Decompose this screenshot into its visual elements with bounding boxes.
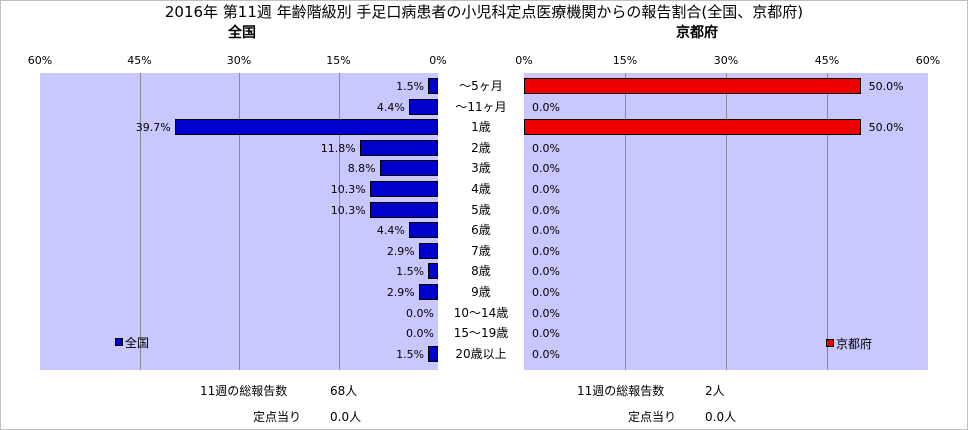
category-label: 2歳: [471, 140, 491, 155]
kyoto-data-label: 0.0%: [532, 141, 560, 155]
national-bar: [428, 345, 438, 362]
subtitle-national: 全国: [228, 25, 256, 41]
national-bar: [408, 222, 438, 239]
kyoto-data-label: 0.0%: [532, 162, 560, 176]
national-bar: [369, 181, 438, 197]
national-gridline: [338, 73, 340, 370]
kyoto-gridline: [726, 73, 727, 370]
kyoto-per-point-label: 定点当り: [628, 410, 677, 424]
kyoto-bar: [524, 78, 861, 94]
legend-national: 全国: [115, 336, 149, 350]
kyoto-data-label: 0.0%: [532, 306, 560, 320]
national-data-label: 1.5%: [396, 265, 425, 279]
category-label: 6歳: [471, 223, 491, 238]
kyoto-weekly-total-label: 11週の総報告数: [577, 384, 665, 398]
national-data-label: 2.9%: [386, 244, 415, 258]
national-bar: [428, 78, 438, 94]
national-data-label: 2.9%: [386, 286, 415, 299]
kyoto-plot-area: [524, 73, 928, 370]
kyoto-bar: [524, 119, 861, 136]
kyoto-gridline: [827, 73, 828, 370]
kyoto-x-tick-label: 45%: [814, 54, 840, 67]
kyoto-x-tick-label: 60%: [915, 54, 941, 67]
national-data-label: 1.5%: [396, 80, 425, 93]
kyoto-data-label: 0.0%: [532, 265, 560, 279]
national-data-label: 0.0%: [406, 327, 434, 341]
national-bar: [418, 284, 438, 300]
national-data-label: 10.3%: [330, 183, 366, 196]
national-weekly-total-label: 11週の総報告数: [200, 384, 288, 398]
national-x-tick-label: 45%: [127, 54, 152, 67]
kyoto-data-label: 0.0%: [532, 224, 560, 238]
national-data-label: 39.7%: [135, 121, 171, 135]
kyoto-data-label: 0.0%: [532, 100, 560, 114]
national-per-point-label: 定点当り: [253, 410, 302, 424]
category-label: 20歳以上: [455, 346, 507, 361]
national-bar: [418, 242, 438, 259]
national-bar: [359, 139, 438, 156]
national-data-label: 0.0%: [406, 306, 434, 320]
category-label: 3歳: [471, 161, 491, 176]
national-gridline: [139, 73, 141, 370]
national-data-label: 8.8%: [347, 162, 376, 176]
national-data-label: 10.3%: [330, 203, 366, 217]
national-bar: [379, 160, 438, 177]
category-label: 1歳: [471, 120, 491, 135]
national-x-tick-label: 15%: [326, 54, 351, 67]
national-x-tick-label: 0%: [429, 54, 447, 67]
kyoto-data-label: 0.0%: [532, 286, 560, 299]
kyoto-data-label: 0.0%: [532, 183, 560, 196]
national-data-label: 1.5%: [396, 347, 425, 361]
kyoto-x-tick-label: 30%: [713, 54, 739, 67]
national-data-label: 4.4%: [376, 224, 405, 238]
national-plot-area: [40, 73, 438, 370]
kyoto-data-label: 0.0%: [532, 327, 560, 341]
category-label: 8歳: [471, 264, 491, 279]
category-label: 10～14歳: [453, 305, 509, 320]
kyoto-gridline: [625, 73, 626, 370]
national-x-tick-label: 60%: [27, 54, 53, 67]
kyoto-per-point-value: 0.0人: [705, 410, 737, 424]
kyoto-x-tick-label: 15%: [612, 54, 638, 67]
national-bar: [428, 263, 438, 280]
national-bar: [369, 201, 438, 218]
national-weekly-total-value: 68人: [330, 384, 358, 398]
national-data-label: 11.8%: [320, 141, 356, 155]
kyoto-x-tick-label: 0%: [515, 54, 533, 67]
national-gridline: [239, 73, 240, 370]
legend-swatch-national: [115, 338, 123, 346]
legend-swatch-kyoto: [826, 339, 834, 347]
national-per-point-value: 0.0人: [330, 410, 362, 424]
chart-title: 2016年 第11週 年齢階級別 手足口病患者の小児科定点医療機関からの報告割合…: [164, 3, 804, 21]
national-bar: [408, 98, 438, 115]
category-label: 9歳: [471, 285, 491, 299]
kyoto-data-label: 50.0%: [868, 121, 904, 135]
national-bar: [174, 119, 438, 136]
legend-kyoto: 京都府: [826, 337, 872, 351]
category-label: ～11ヶ月: [455, 99, 507, 114]
national-data-label: 4.4%: [376, 100, 405, 114]
kyoto-data-label: 0.0%: [532, 244, 560, 258]
subtitle-kyoto: 京都府: [676, 25, 718, 41]
kyoto-data-label: 50.0%: [868, 80, 904, 93]
kyoto-data-label: 0.0%: [532, 347, 560, 361]
category-label: 5歳: [471, 202, 491, 217]
legend-label-kyoto: 京都府: [836, 337, 873, 351]
kyoto-data-label: 0.0%: [532, 203, 560, 217]
national-x-tick-label: 30%: [226, 54, 252, 67]
category-label: 7歳: [471, 243, 491, 258]
category-label: 15～19歳: [453, 326, 509, 341]
kyoto-weekly-total-value: 2人: [705, 384, 725, 398]
legend-label-national: 全国: [125, 336, 150, 350]
category-label: 4歳: [471, 182, 491, 196]
category-label: ～5ヶ月: [459, 79, 503, 93]
